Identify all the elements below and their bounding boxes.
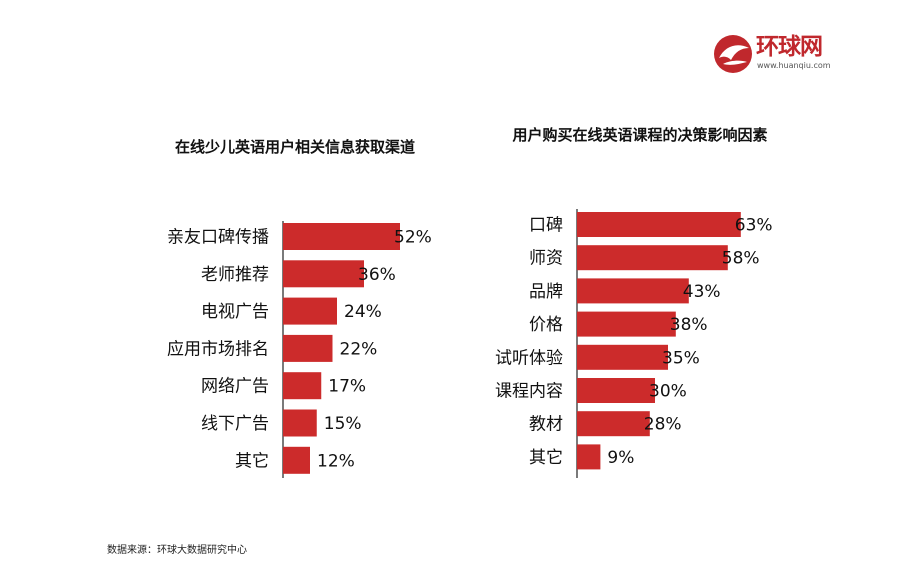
logo-emblem-icon <box>714 35 752 73</box>
right-bar-7 <box>577 444 601 470</box>
logo-url: www.huanqiu.com <box>757 61 831 70</box>
right-bar-6 <box>577 411 650 437</box>
right-bar-4 <box>577 344 668 370</box>
left-bar-4 <box>283 372 322 400</box>
right-value-label-0: 63% <box>735 216 773 236</box>
right-value-label-1: 58% <box>722 249 760 269</box>
left-value-label-1: 36% <box>358 265 396 285</box>
left-value-label-4: 17% <box>328 377 366 397</box>
left-bar-2 <box>283 297 337 325</box>
left-category-label-5: 线下广告 <box>201 414 269 434</box>
right-category-label-6: 教材 <box>529 415 563 435</box>
left-category-label-1: 老师推荐 <box>201 265 269 285</box>
right-value-label-6: 28% <box>644 415 682 435</box>
right-category-label-7: 其它 <box>529 448 563 468</box>
right-value-label-3: 38% <box>670 315 708 335</box>
left-category-label-3: 应用市场排名 <box>167 339 269 359</box>
left-value-label-0: 52% <box>394 228 432 248</box>
right-value-label-2: 43% <box>683 282 721 302</box>
right-bar-1 <box>577 245 728 271</box>
right-value-label-5: 30% <box>649 382 687 402</box>
right-bar-5 <box>577 378 655 403</box>
left-category-label-4: 网络广告 <box>201 377 269 397</box>
left-value-label-3: 22% <box>340 339 378 359</box>
left-bar-6 <box>283 446 310 474</box>
left-value-label-2: 24% <box>344 302 382 322</box>
left-bar-1 <box>283 260 364 288</box>
right-value-label-7: 9% <box>607 448 634 468</box>
left-value-label-5: 15% <box>324 414 362 434</box>
left-chart-title: 在线少儿英语用户相关信息获取渠道 <box>174 138 415 156</box>
right-category-label-4: 试听体验 <box>495 348 563 368</box>
left-category-label-2: 电视广告 <box>201 302 269 322</box>
right-category-label-3: 价格 <box>529 315 563 335</box>
logo: 环球网 www.huanqiu.com <box>713 32 843 78</box>
right-category-label-0: 口碑 <box>529 216 563 236</box>
right-bar-2 <box>577 278 689 304</box>
right-bar-3 <box>577 311 676 337</box>
right-chart-title: 用户购买在线英语课程的决策影响因素 <box>512 126 768 144</box>
left-bar-0 <box>283 223 400 250</box>
right-category-label-5: 课程内容 <box>495 382 563 402</box>
data-source: 数据来源：环球大数据研究中心 <box>107 545 247 556</box>
right-bar-0 <box>577 212 741 237</box>
right-category-label-1: 师资 <box>529 249 563 269</box>
right-value-label-4: 35% <box>662 348 700 368</box>
left-bar-3 <box>283 334 333 362</box>
left-bar-5 <box>283 409 317 437</box>
left-value-label-6: 12% <box>317 451 355 471</box>
logo-text: 环球网 <box>756 34 823 60</box>
left-category-label-0: 亲友口碑传播 <box>167 228 269 248</box>
right-category-label-2: 品牌 <box>529 282 563 302</box>
left-category-label-6: 其它 <box>235 451 269 471</box>
